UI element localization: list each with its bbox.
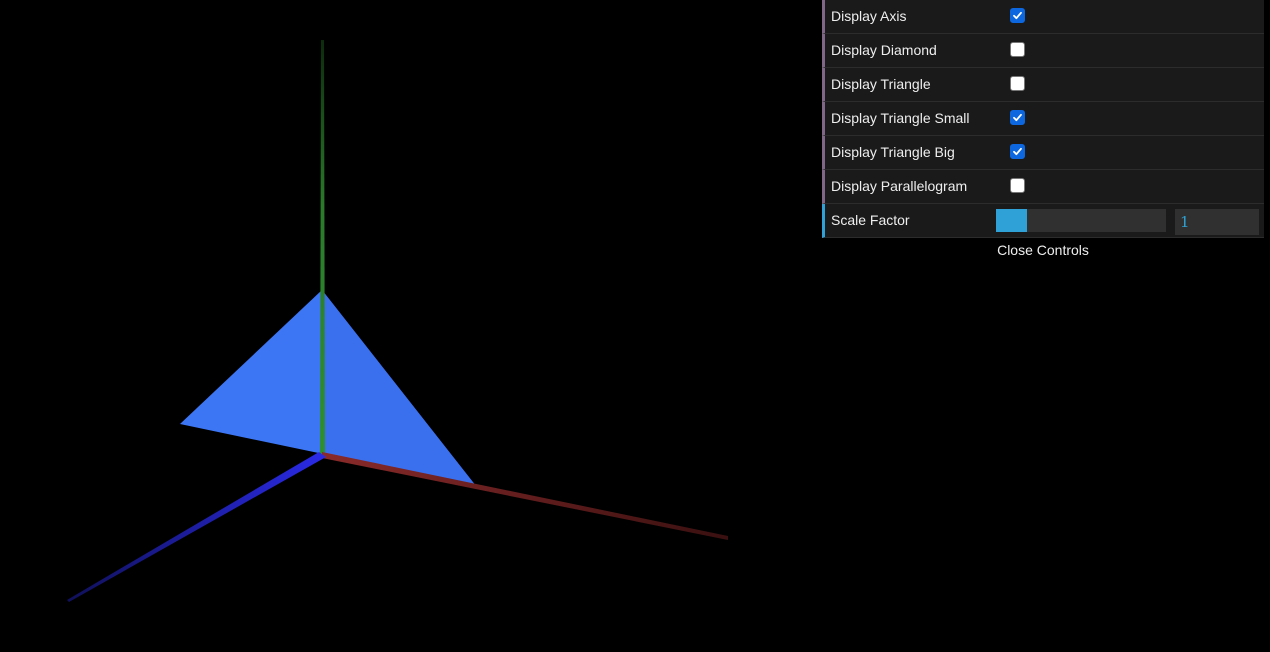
display-triangle-big-label: Display Triangle Big <box>831 144 955 160</box>
display-parallelogram-checkbox[interactable] <box>1010 178 1025 193</box>
display-axis-label: Display Axis <box>831 8 907 24</box>
blue-triangle-edge <box>322 290 476 486</box>
display-triangle-small-row: Display Triangle Small <box>822 102 1264 136</box>
checkmark-icon <box>1013 11 1022 20</box>
scale-factor-input[interactable]: 1 <box>1175 209 1259 235</box>
scale-factor-slider[interactable] <box>996 209 1166 232</box>
display-parallelogram-row: Display Parallelogram <box>822 170 1264 204</box>
controls-panel: Display Axis Display Diamond Display Trian… <box>822 0 1264 262</box>
checkmark-icon <box>1013 147 1022 156</box>
display-axis-row: Display Axis <box>822 0 1264 34</box>
scale-factor-slider-fill <box>996 209 1027 232</box>
scale-factor-row: Scale Factor 1 <box>822 204 1264 238</box>
display-triangle-checkbox[interactable] <box>1010 76 1025 91</box>
display-triangle-big-row: Display Triangle Big <box>822 136 1264 170</box>
display-triangle-big-checkbox[interactable] <box>1010 144 1025 159</box>
checkmark-icon <box>1013 113 1022 122</box>
z-axis-line <box>67 452 326 602</box>
x-axis-line <box>322 452 728 540</box>
display-triangle-small-label: Display Triangle Small <box>831 110 970 126</box>
display-triangle-small-checkbox[interactable] <box>1010 110 1025 125</box>
y-axis-line <box>320 40 325 455</box>
display-triangle-row: Display Triangle <box>822 68 1264 102</box>
close-controls-button[interactable]: Close Controls <box>997 242 1089 258</box>
display-diamond-row: Display Diamond <box>822 34 1264 68</box>
display-diamond-checkbox[interactable] <box>1010 42 1025 57</box>
display-triangle-label: Display Triangle <box>831 76 931 92</box>
scale-factor-label: Scale Factor <box>831 212 910 228</box>
display-axis-checkbox[interactable] <box>1010 8 1025 23</box>
display-parallelogram-label: Display Parallelogram <box>831 178 968 194</box>
display-diamond-label: Display Diamond <box>831 42 937 58</box>
